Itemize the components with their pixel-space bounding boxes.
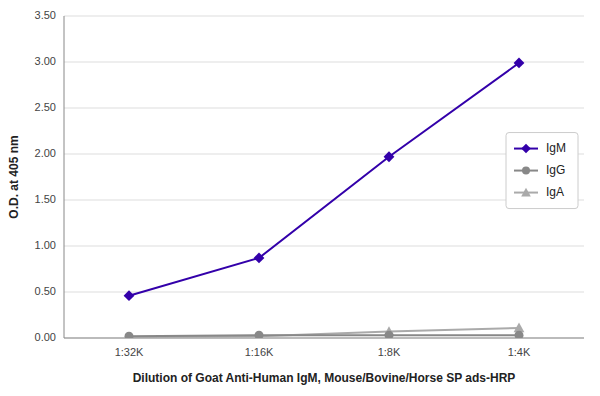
data-point: [385, 331, 394, 338]
x-axis-title: Dilution of Goat Anti-Human IgM, Mouse/B…: [133, 371, 516, 385]
chart: 0.00 0.50 1.00 1.50 2.00 2.50 3.00 3.50 1:32K 1:1…: [0, 0, 600, 396]
grid-line: [64, 108, 584, 109]
series-line: [129, 328, 519, 337]
y-tick-label: 1.00: [35, 239, 56, 251]
x-tick-label: 1:16K: [245, 346, 274, 358]
legend-box: [506, 133, 578, 209]
series: [125, 331, 524, 338]
y-tick-label: 2.50: [35, 101, 56, 113]
y-axis-title: O.D. at 405 nm: [7, 135, 21, 218]
legend-marker: [521, 188, 531, 197]
y-tick-label: 1.50: [35, 193, 56, 205]
data-point: [124, 332, 135, 338]
x-tick-label: 1:8K: [378, 346, 401, 358]
data-point: [125, 332, 134, 338]
y-tick-label: 0.50: [35, 285, 56, 297]
x-tick-label: 1:4K: [508, 346, 531, 358]
data-point: [514, 58, 525, 69]
data-point: [254, 253, 265, 264]
legend-label: IgM: [546, 141, 566, 155]
legend-marker: [522, 167, 530, 175]
grid: [64, 16, 584, 338]
series: [124, 58, 525, 302]
data-point: [255, 331, 264, 338]
grid-line: [64, 246, 584, 247]
background: [0, 0, 600, 396]
data-point: [254, 331, 265, 338]
data-point: [124, 290, 135, 301]
y-axis-line: [64, 16, 65, 338]
y-tick-label: 2.00: [35, 147, 56, 159]
y-tick-label: 3.50: [35, 9, 56, 21]
y-tick-label: 0.00: [35, 331, 56, 343]
legend-marker: [521, 144, 531, 154]
legend: IgM IgG IgA: [506, 133, 578, 209]
legend-label: IgA: [546, 185, 564, 199]
series-line: [129, 63, 519, 296]
series-line: [129, 334, 519, 337]
plot-area: [124, 58, 525, 338]
series: [124, 322, 525, 338]
grid-line: [64, 62, 584, 63]
data-point: [515, 331, 524, 338]
x-tick-label: 1:32K: [115, 346, 144, 358]
data-point: [384, 151, 395, 162]
legend-label: IgG: [546, 163, 565, 177]
grid-line: [64, 16, 584, 17]
y-tick-label: 3.00: [35, 55, 56, 67]
